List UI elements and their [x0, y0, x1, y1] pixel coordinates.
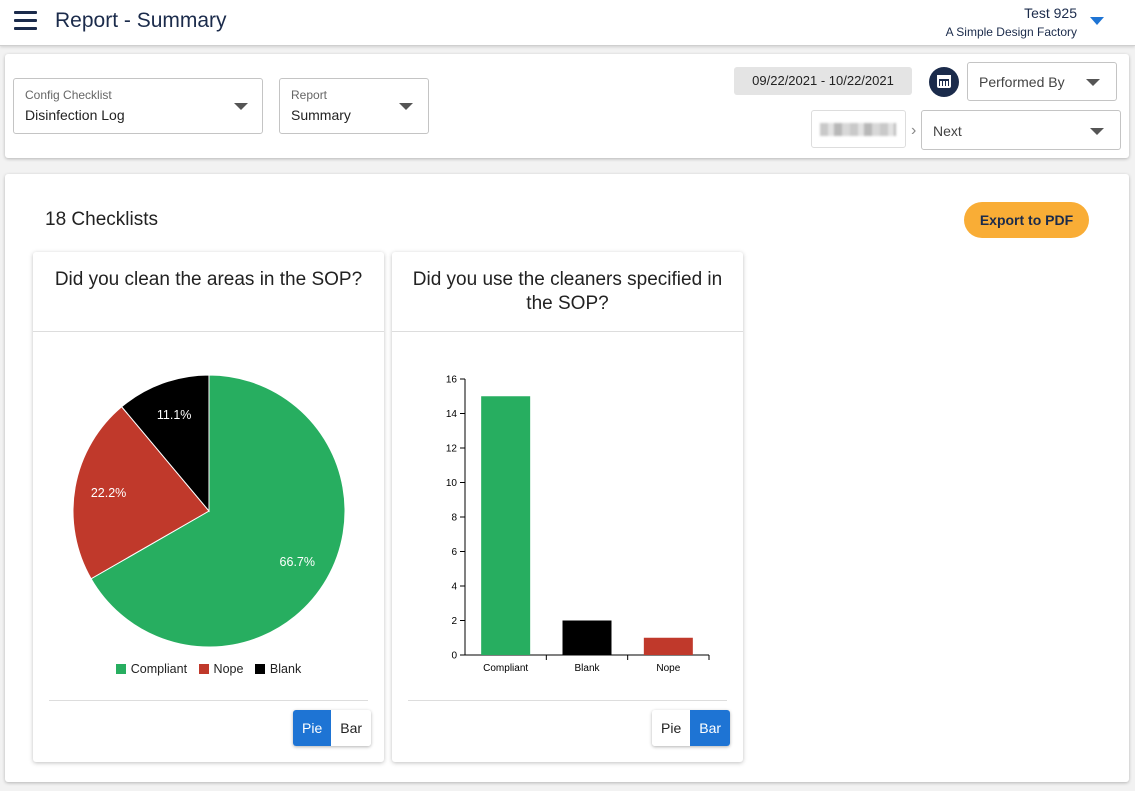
card-title: Did you use the cleaners specified in th…: [392, 252, 743, 332]
report-select[interactable]: Report Summary: [279, 78, 429, 134]
checklist-count: 18 Checklists: [45, 209, 158, 230]
y-tick-label: 12: [446, 444, 458, 455]
chevron-right-icon: ›: [911, 122, 917, 139]
config-checklist-label: Config Checklist: [25, 88, 112, 102]
divider: [408, 700, 727, 701]
report-content: 18 Checklists Export to PDF Did you clea…: [5, 174, 1129, 782]
legend-item-compliant: Compliant: [115, 662, 188, 676]
pie-slice-blank: [120, 374, 210, 513]
divider: [49, 700, 368, 701]
bar-toggle-button[interactable]: Bar: [690, 710, 731, 746]
menu-icon[interactable]: [14, 11, 37, 31]
chart-type-toggle[interactable]: Pie Bar: [293, 710, 372, 746]
pie-toggle-button[interactable]: Pie: [652, 710, 691, 746]
pie-legend: Compliant Nope Blank: [33, 662, 384, 676]
bar-nope: [643, 637, 693, 655]
legend-label: Blank: [269, 662, 302, 676]
y-tick-label: 8: [451, 513, 457, 524]
y-tick-label: 6: [451, 547, 457, 558]
y-tick-label: 4: [451, 582, 457, 593]
x-tick-label: Blank: [574, 663, 600, 674]
legend-label: Compliant: [130, 662, 188, 676]
bar-chart: 0 2 4 6 8 10 12 14 16 Compliant Blank Nope: [446, 375, 710, 674]
export-pdf-button[interactable]: Export to PDF: [964, 202, 1089, 238]
legend-item-blank: Blank: [254, 662, 302, 676]
redacted-field: [811, 110, 906, 148]
filter-panel: Config Checklist Disinfection Log Report…: [5, 54, 1129, 158]
y-tick-label: 16: [446, 375, 458, 386]
user-name: Test 925: [1024, 5, 1077, 21]
date-range[interactable]: 09/22/2021 - 10/22/2021: [734, 67, 912, 95]
legend-label: Nope: [213, 662, 244, 676]
y-tick-label: 10: [446, 478, 458, 489]
card-title: Did you clean the areas in the SOP?: [33, 252, 384, 332]
caret-down-icon: [234, 103, 248, 110]
performed-by-value: Performed By: [979, 74, 1065, 90]
performed-by-select[interactable]: Performed By: [967, 62, 1117, 101]
pie-data-label: 22.2%: [91, 486, 126, 500]
user-menu-caret-icon[interactable]: [1090, 17, 1104, 25]
config-checklist-select[interactable]: Config Checklist Disinfection Log: [13, 78, 263, 134]
config-checklist-value: Disinfection Log: [25, 107, 125, 123]
caret-down-icon: [1086, 79, 1100, 86]
calendar-icon[interactable]: [929, 67, 959, 97]
next-value: Next: [933, 123, 962, 139]
bar-compliant: [481, 396, 531, 655]
pie-data-label: 11.1%: [157, 408, 192, 422]
report-label: Report: [291, 88, 328, 102]
user-menu[interactable]: Test 925 A Simple Design Factory: [946, 5, 1077, 39]
report-value: Summary: [291, 107, 351, 123]
next-select[interactable]: Next: [921, 110, 1121, 150]
company-name: A Simple Design Factory: [945, 25, 1077, 39]
pie-toggle-button[interactable]: Pie: [293, 710, 332, 746]
y-tick-label: 2: [451, 616, 457, 627]
legend-item-nope: Nope: [198, 662, 244, 676]
caret-down-icon: [399, 103, 413, 110]
y-tick-label: 14: [446, 409, 458, 420]
x-tick-label: Compliant: [483, 663, 528, 674]
pie-slice-compliant: [90, 374, 346, 648]
y-tick-label: 0: [451, 651, 457, 662]
x-tick-label: Nope: [656, 663, 680, 674]
pie-slice-nope: [72, 406, 210, 580]
top-bar: Report - Summary Test 925 A Simple Desig…: [0, 0, 1135, 46]
pie-data-label: 66.7%: [280, 555, 315, 569]
page-title: Report - Summary: [55, 9, 227, 32]
question-card-2: Did you use the cleaners specified in th…: [392, 252, 743, 762]
bar-toggle-button[interactable]: Bar: [331, 710, 372, 746]
question-card-1: Did you clean the areas in the SOP? 66.7…: [33, 252, 384, 762]
chart-type-toggle[interactable]: Pie Bar: [652, 710, 731, 746]
caret-down-icon: [1090, 128, 1104, 135]
bar-blank: [562, 620, 612, 655]
pie-chart: 66.7% 22.2% 11.1%: [72, 374, 346, 648]
